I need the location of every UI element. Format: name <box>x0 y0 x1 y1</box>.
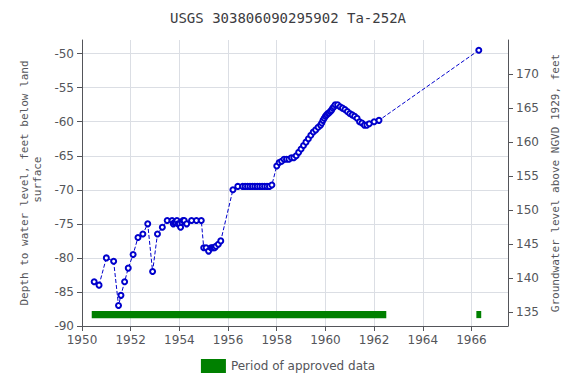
svg-text:170: 170 <box>516 67 539 81</box>
svg-text:1952: 1952 <box>115 333 146 347</box>
svg-text:155: 155 <box>516 169 539 183</box>
svg-text:1956: 1956 <box>213 333 244 347</box>
svg-text:1962: 1962 <box>359 333 390 347</box>
svg-text:140: 140 <box>516 271 539 285</box>
svg-text:surface: surface <box>31 157 44 210</box>
svg-text:135: 135 <box>516 305 539 319</box>
svg-text:1964: 1964 <box>408 333 439 347</box>
svg-text:1966: 1966 <box>456 333 487 347</box>
svg-text:-60: -60 <box>54 115 74 129</box>
svg-text:Depth to water level, feet bel: Depth to water level, feet below land <box>18 60 31 305</box>
svg-text:-75: -75 <box>54 217 74 231</box>
svg-text:165: 165 <box>516 101 539 115</box>
svg-text:-50: -50 <box>54 47 74 61</box>
svg-text:-70: -70 <box>54 183 74 197</box>
svg-text:-85: -85 <box>54 285 74 299</box>
svg-text:-80: -80 <box>54 251 74 265</box>
svg-text:USGS 303806090295902 Ta-252A: USGS 303806090295902 Ta-252A <box>170 10 407 26</box>
svg-text:Groundwater level above NGVD 1: Groundwater level above NGVD 1929, feet <box>549 54 562 312</box>
svg-text:1954: 1954 <box>164 333 195 347</box>
svg-text:-90: -90 <box>54 319 74 333</box>
svg-text:150: 150 <box>516 203 539 217</box>
svg-text:-65: -65 <box>54 149 74 163</box>
svg-text:-55: -55 <box>54 81 74 95</box>
svg-text:Period of approved data: Period of approved data <box>231 359 375 373</box>
svg-text:1958: 1958 <box>261 333 292 347</box>
svg-text:160: 160 <box>516 135 539 149</box>
svg-text:1950: 1950 <box>67 333 98 347</box>
svg-text:145: 145 <box>516 237 539 251</box>
svg-text:1960: 1960 <box>310 333 341 347</box>
